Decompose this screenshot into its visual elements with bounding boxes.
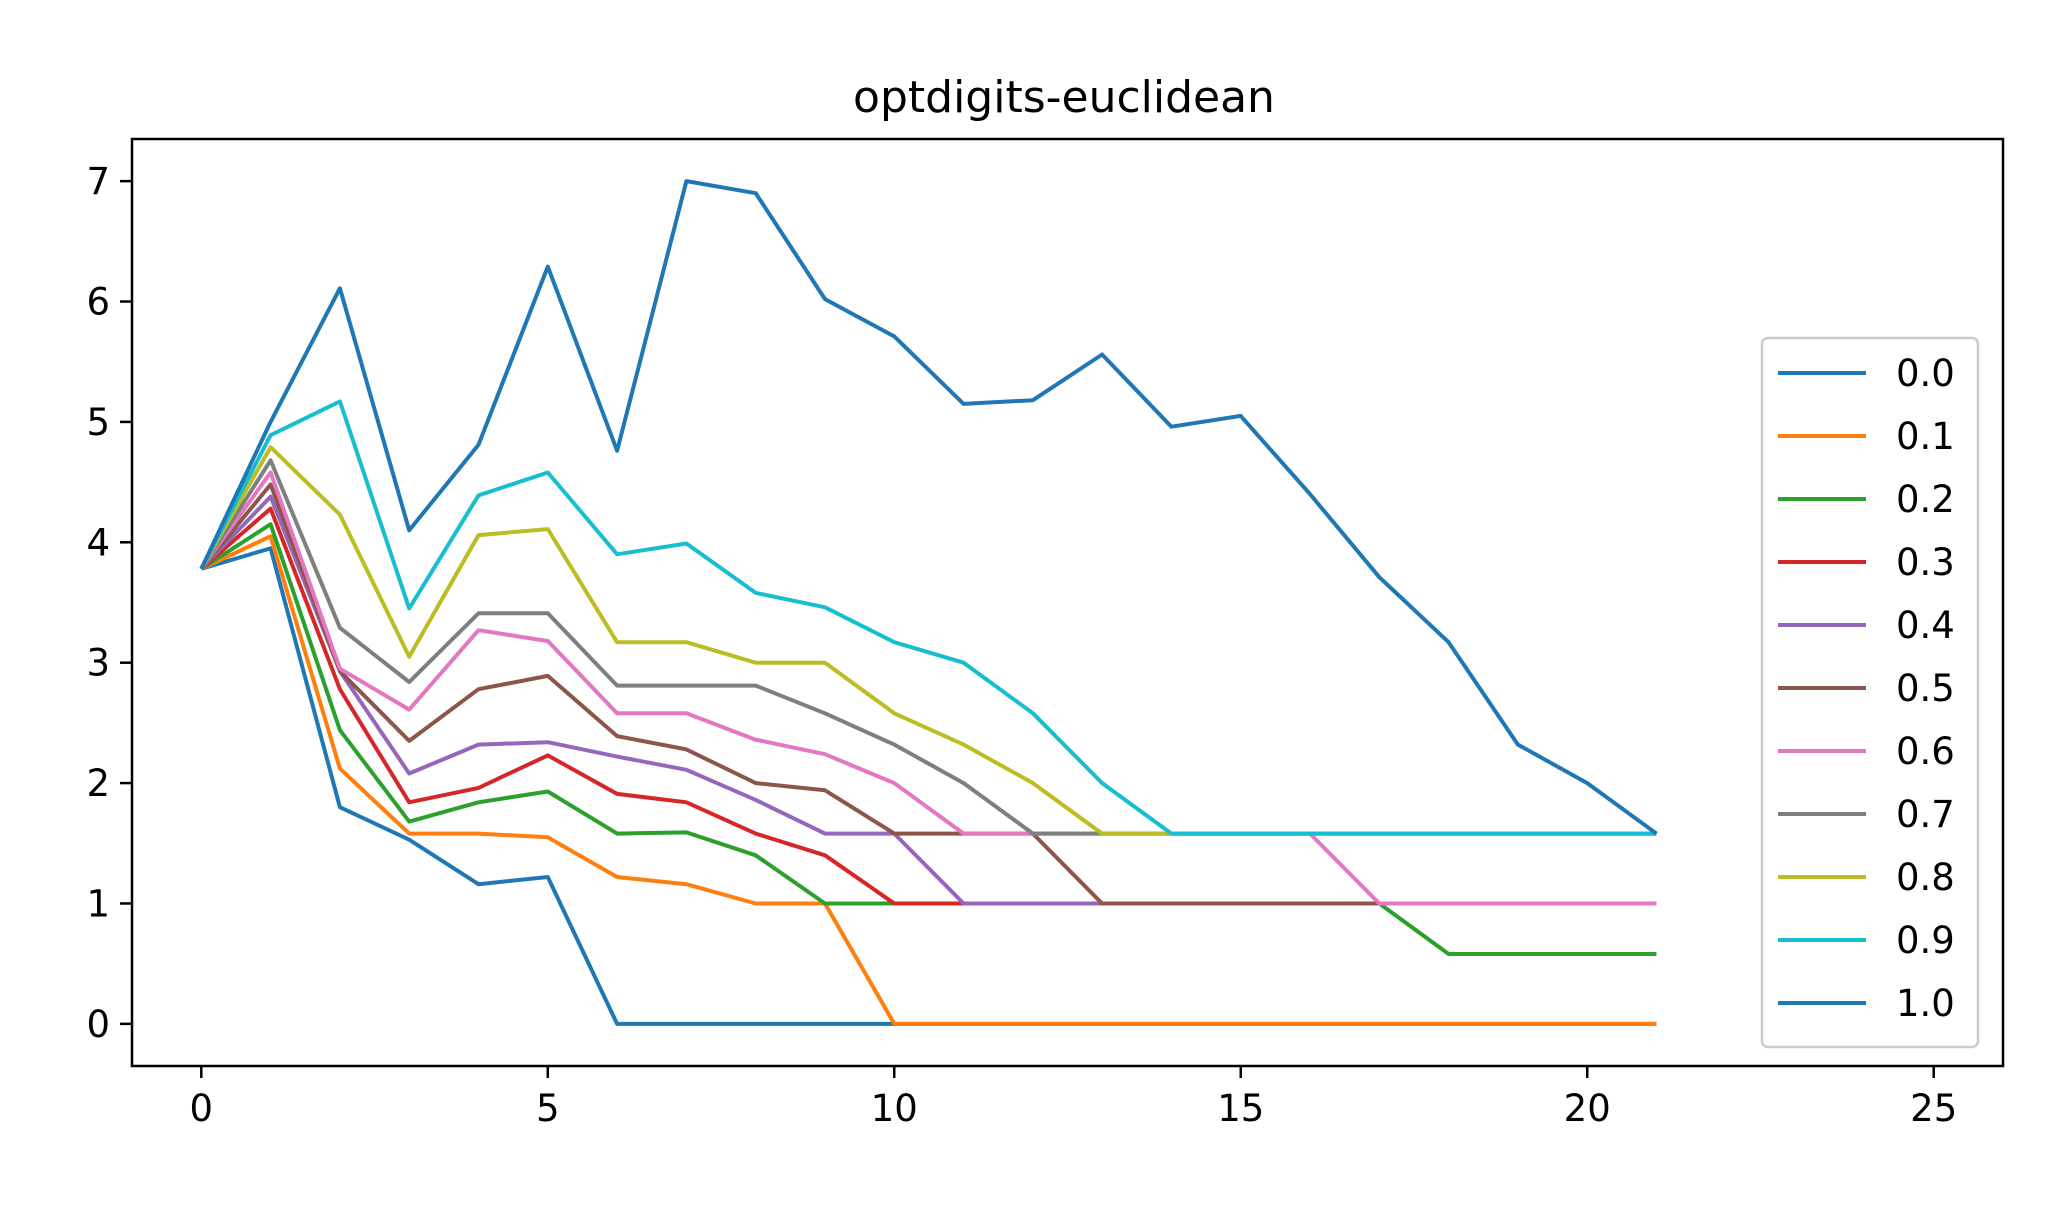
- legend-entry: 0.7: [1896, 793, 1955, 836]
- series-line-0.5: [199, 482, 1657, 906]
- x-tick-label: 25: [1910, 1087, 1957, 1130]
- legend-entry: 0.6: [1896, 730, 1955, 773]
- y-tick-label: 7: [86, 160, 110, 203]
- y-axis: 0 1 2 3 4 5 6 7: [86, 160, 132, 1046]
- series-line-0.1: [200, 534, 1657, 1026]
- legend: 0.0 0.1 0.2 0.3 0.4 0.5 0.6 0.7 0.8 0.9 1.0: [1760, 336, 1980, 1049]
- legend-entry: 0.0: [1896, 352, 1955, 395]
- series-line-0.8: [199, 445, 1657, 836]
- x-tick-label: 15: [1217, 1087, 1264, 1130]
- y-tick-label: 6: [86, 281, 110, 324]
- legend-entry: 0.4: [1896, 604, 1955, 647]
- series-line-0.0: [200, 546, 1657, 1026]
- legend-entry: 0.5: [1896, 667, 1955, 710]
- y-tick-label: 1: [86, 882, 110, 925]
- legend-entry: 0.1: [1896, 415, 1955, 458]
- x-axis: 0 5 10 15 20 25: [190, 1066, 1957, 1130]
- y-tick-label: 2: [86, 762, 110, 805]
- x-tick-label: 20: [1564, 1087, 1611, 1130]
- series-line-1.0: [199, 179, 1658, 836]
- y-tick-label: 4: [86, 521, 110, 564]
- y-tick-label: 3: [86, 642, 110, 685]
- series-line-0.6: [199, 470, 1657, 906]
- legend-entry: 1.0: [1896, 982, 1955, 1025]
- legend-entry: 0.3: [1896, 541, 1955, 584]
- y-tick-label: 5: [86, 401, 110, 444]
- x-tick-label: 0: [190, 1087, 214, 1130]
- x-tick-label: 10: [871, 1087, 918, 1130]
- x-tick-label: 5: [536, 1087, 560, 1130]
- plot-frame: [130, 137, 2005, 1068]
- series-line-0.9: [199, 399, 1657, 836]
- chart-title: optdigits-euclidean: [853, 72, 1275, 123]
- legend-box: [1760, 336, 1980, 1049]
- y-tick-label: 0: [86, 1003, 110, 1046]
- plot-lines: [199, 179, 1658, 1026]
- legend-entry: 0.8: [1896, 856, 1955, 899]
- legend-entry: 0.2: [1896, 478, 1955, 521]
- legend-entry: 0.9: [1896, 919, 1955, 962]
